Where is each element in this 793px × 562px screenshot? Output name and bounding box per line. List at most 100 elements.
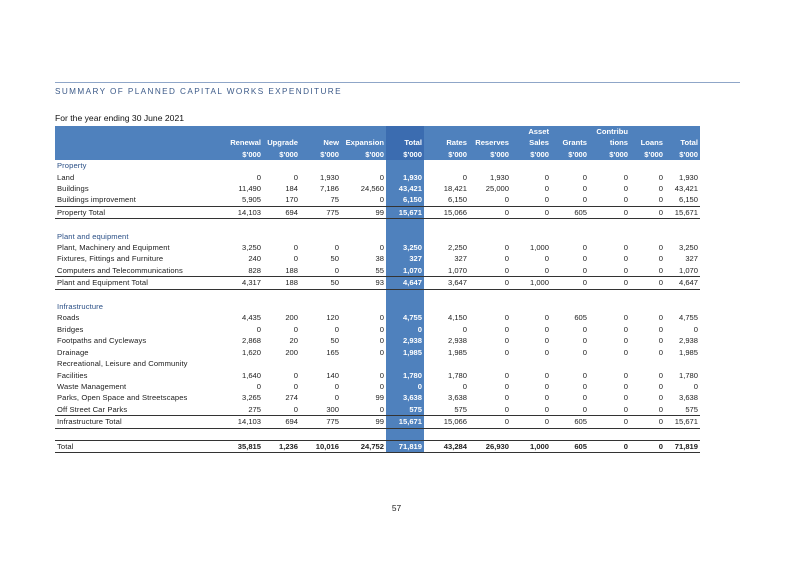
cell-value [589,358,630,369]
cell-value: 0 [623,184,628,194]
cell-value: 275 [248,404,261,414]
cell-value: 0 [293,254,298,264]
cell-value: 0 [544,404,549,414]
table-row: Recreational, Leisure and Community [55,358,700,370]
cell-value [341,231,386,242]
cell-value: 4,317 [218,276,263,290]
cell-value: 694 [263,415,300,429]
cell-value [665,160,700,171]
cell-value: 575 [454,404,467,414]
cell-value [424,160,469,171]
cell-value: 3,250 [386,242,424,254]
cell-value: 0 [630,205,665,220]
cell-value: 1,780 [678,370,698,380]
cell-value: 120 [326,313,339,323]
row-label: Property [57,161,87,171]
cell-value: 165 [326,347,339,357]
cell-value: 0 [623,404,628,414]
cell-value: 274 [285,393,298,403]
cell-value [218,219,263,231]
cell-value [263,231,300,242]
total-row: Property Total 14,103 694 775 99 15,671 15,066… [55,205,700,220]
cell-value: 3,265 [241,393,261,403]
cell-value: 11,490 [238,184,261,194]
cell-value: 0 [623,265,628,275]
header-cell: $'000 [630,148,665,161]
cell-value: 327 [685,254,698,264]
table-row: Roads 4,435 200 120 0 4,755 4,150 0 0 605 0 0 4,755 [55,312,700,324]
row-label: Plant, Machinery and Equipment [57,243,170,253]
cell-value: 50 [330,336,339,346]
cell-value: 1,070 [447,265,467,275]
cell-value: 605 [551,415,589,429]
cell-value [630,358,665,369]
header-cell: Reserves [469,137,511,149]
cell-value: 1,780 [447,370,467,380]
table-row [55,218,700,231]
cell-value: 0 [658,393,663,403]
cell-value [424,358,469,369]
cell-value: 1,070 [386,264,424,277]
row-label: Computers and Telecommunications [57,265,183,275]
section-row: Plant and equipment [55,230,700,243]
cell-value: 0 [544,184,549,194]
cell-value: 0 [544,195,549,205]
cell-value: 605 [574,313,587,323]
header-rule [55,82,740,83]
cell-value: 4,755 [386,312,424,324]
header-cell: tions [589,137,630,149]
page-number: 57 [391,503,402,513]
section-row: Infrastructure [55,301,700,313]
row-label: Bridges [57,324,84,334]
cell-value: 188 [263,276,300,290]
cell-value: 6,150 [678,195,698,205]
header-cell [55,126,218,138]
cell-value: 3,647 [424,276,469,290]
cell-value [511,231,551,242]
cell-value: 0 [582,254,587,264]
header-cell: $'000 [424,148,469,161]
cell-value: 6,150 [386,194,424,207]
row-label: Infrastructure Total [55,415,218,429]
cell-value: 0 [544,336,549,346]
cell-value: 140 [326,370,339,380]
cell-value [424,289,469,301]
cell-value: 0 [379,336,384,346]
cell-value: 1,985 [386,346,424,359]
cell-value [589,160,630,171]
cell-value [469,219,511,231]
cell-value: 0 [256,324,261,334]
cell-value [263,301,300,312]
cell-value: 0 [334,393,339,403]
cell-value [386,230,424,243]
cell-value [589,301,630,312]
cell-value: 43,421 [674,184,698,194]
cell-value: 0 [504,243,509,253]
cell-value: 1,000 [511,439,551,454]
cell-value [300,219,341,231]
cell-value: 0 [334,243,339,253]
row-label: Roads [57,313,80,323]
cell-value: 43,284 [424,439,469,454]
cell-value: 4,435 [241,313,261,323]
cell-value: 200 [285,313,298,323]
cell-value: 327 [386,253,424,265]
cell-value [424,428,469,440]
table-row [55,428,700,441]
cell-value [630,160,665,171]
cell-value: 2,868 [241,336,261,346]
table-row: Footpaths and Cycleways 2,868 20 50 0 2,938 2,… [55,335,700,347]
cell-value [263,219,300,231]
row-label: Plant and equipment [57,231,129,241]
header-cell: Contribu [589,126,630,138]
cell-value: 55 [375,265,384,275]
cell-value: 4,755 [678,313,698,323]
section-row: Property [55,160,700,172]
header-cell: $'000 [665,148,700,161]
cell-value: 0 [630,439,665,454]
cell-value [263,358,300,369]
header-row: Renewal Upgrade New Expansion Total Rates Rese… [55,137,700,149]
cell-value: 15,066 [424,205,469,220]
cell-value: 50 [300,276,341,290]
cell-value: 0 [623,381,628,391]
